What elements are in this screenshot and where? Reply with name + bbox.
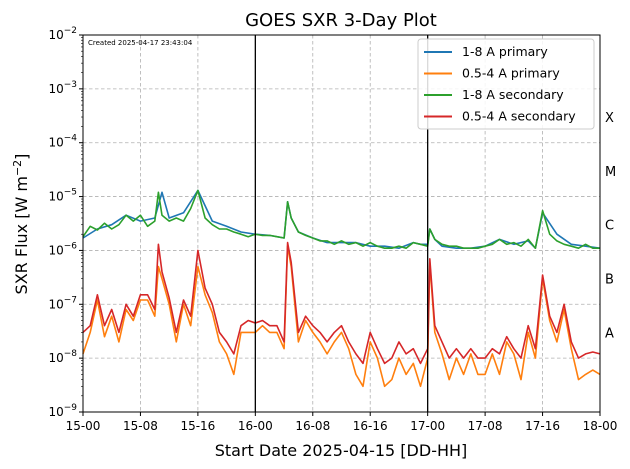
legend-box bbox=[417, 38, 595, 130]
created-annotation: Created 2025-04-17 23:43:04 bbox=[88, 39, 193, 47]
y-tick-label: 10−4 bbox=[48, 134, 77, 150]
x-tick-label: 17-00 bbox=[410, 419, 445, 433]
y-tick-label: 10−2 bbox=[48, 26, 77, 42]
x-tick-label: 15-16 bbox=[180, 419, 215, 433]
x-tick-label: 17-16 bbox=[525, 419, 560, 433]
x-tick-label: 15-08 bbox=[123, 419, 158, 433]
legend-label: 1-8 A secondary bbox=[462, 87, 564, 102]
x-tick-label: 16-08 bbox=[295, 419, 330, 433]
series-line-3 bbox=[82, 189, 600, 249]
y-tick-label: 10−6 bbox=[48, 241, 77, 257]
flare-class-label: M bbox=[605, 165, 616, 180]
flare-class-label: C bbox=[605, 219, 614, 234]
y-axis-title-sup: −2 bbox=[11, 160, 24, 176]
legend: 1-8 A primary 0.5-4 A primary 1-8 A second… bbox=[417, 38, 595, 130]
x-tick-label: 15-00 bbox=[66, 419, 101, 433]
flare-class-label: X bbox=[605, 111, 614, 126]
flare-class-label: A bbox=[605, 326, 614, 341]
y-tick-label: 10−7 bbox=[48, 295, 77, 311]
legend-label: 0.5-4 A primary bbox=[462, 66, 560, 81]
legend-label: 1-8 A primary bbox=[462, 44, 548, 59]
legend-label: 0.5-4 A secondary bbox=[462, 109, 576, 124]
y-axis-ticks: 10−9 10−8 10−7 10−6 10−5 10−4 10−3 10−2 bbox=[48, 26, 83, 419]
series-line-2 bbox=[82, 245, 601, 388]
x-tick-label: 18-00 bbox=[583, 419, 618, 433]
flare-class-labels: A B C M X bbox=[605, 111, 616, 341]
y-tick-label: 10−9 bbox=[48, 403, 77, 419]
flare-class-label: B bbox=[605, 273, 614, 288]
y-tick-label: 10−5 bbox=[48, 188, 77, 204]
x-tick-label: 16-00 bbox=[238, 419, 273, 433]
x-axis-title: Start Date 2025-04-15 [DD-HH] bbox=[215, 441, 468, 460]
x-axis-ticks: 15-00 15-08 15-16 16-00 16-08 16-16 17-00 17-08… bbox=[66, 412, 618, 433]
x-tick-label: 16-16 bbox=[353, 419, 388, 433]
y-axis-title-end: ] bbox=[12, 154, 31, 160]
x-tick-label: 17-08 bbox=[468, 419, 503, 433]
y-tick-label: 10−8 bbox=[48, 349, 77, 365]
y-axis-title-main: SXR Flux [W m bbox=[12, 176, 31, 294]
chart-title: GOES SXR 3-Day Plot bbox=[245, 10, 437, 31]
y-tick-label: 10−3 bbox=[48, 80, 77, 96]
series-layer bbox=[82, 189, 601, 388]
y-axis-title: SXR Flux [W m−2] bbox=[11, 154, 31, 295]
plot-frame bbox=[82, 34, 601, 413]
series-line-4 bbox=[82, 241, 601, 365]
